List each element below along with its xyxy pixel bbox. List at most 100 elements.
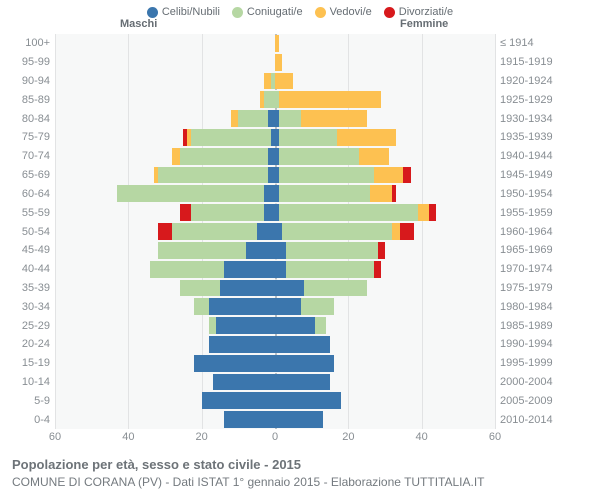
- bar-segment: [275, 411, 323, 428]
- age-label: 0-4: [0, 415, 50, 426]
- age-label: 5-9: [0, 396, 50, 407]
- bar-segment: [403, 167, 410, 184]
- bar-segment: [279, 91, 382, 108]
- male-bar: [180, 280, 275, 297]
- pyramid-row: [55, 317, 495, 334]
- bar-segment: [238, 110, 267, 127]
- bar-segment: [275, 317, 315, 334]
- age-label: 45-49: [0, 245, 50, 256]
- male-bar: [202, 392, 275, 409]
- legend-item: Vedovi/e: [315, 6, 372, 18]
- x-tick: 60: [49, 431, 61, 443]
- bar-segment: [392, 185, 396, 202]
- legend: Celibi/NubiliConiugati/eVedovi/eDivorzia…: [0, 0, 600, 18]
- bar-segment: [268, 167, 275, 184]
- bar-segment: [429, 204, 436, 221]
- birth-label: 1960-1964: [500, 227, 595, 238]
- header-female: Femmine: [400, 18, 448, 30]
- bar-segment: [275, 261, 286, 278]
- bar-segment: [275, 374, 330, 391]
- female-bar: [275, 392, 341, 409]
- age-label: 95-99: [0, 57, 50, 68]
- birth-label: 1975-1979: [500, 283, 595, 294]
- legend-item: Celibi/Nubili: [147, 6, 220, 18]
- bar-segment: [191, 204, 264, 221]
- bar-segment: [286, 261, 374, 278]
- birth-label: 1980-1984: [500, 302, 595, 313]
- pyramid-row: [55, 355, 495, 372]
- birth-label: 1925-1929: [500, 95, 595, 106]
- bar-segment: [275, 54, 282, 71]
- x-tick: 40: [122, 431, 134, 443]
- chart-area: Fasce di età Anni di nascita 100+95-9990…: [0, 34, 600, 429]
- female-bar: [275, 411, 323, 428]
- male-bar: [154, 167, 275, 184]
- age-label: 80-84: [0, 114, 50, 125]
- male-bar: [194, 355, 275, 372]
- chart-title: Popolazione per età, sesso e stato civil…: [12, 456, 485, 474]
- legend-swatch: [384, 7, 395, 18]
- male-bar: [231, 110, 275, 127]
- female-bar: [275, 355, 334, 372]
- age-label: 20-24: [0, 339, 50, 350]
- footer: Popolazione per età, sesso e stato civil…: [12, 456, 485, 490]
- birth-label: 1955-1959: [500, 208, 595, 219]
- female-bar: [275, 298, 334, 315]
- birth-label: ≤ 1914: [500, 38, 595, 49]
- y-axis-left: 100+95-9990-9485-8980-8475-7970-7465-696…: [0, 34, 50, 429]
- bar-segment: [301, 298, 334, 315]
- pyramid-row: [55, 91, 495, 108]
- bar-segment: [191, 129, 272, 146]
- age-label: 60-64: [0, 189, 50, 200]
- female-bar: [275, 185, 396, 202]
- female-bar: [275, 204, 436, 221]
- age-label: 40-44: [0, 264, 50, 275]
- header-male: Maschi: [120, 18, 157, 30]
- bar-segment: [370, 185, 392, 202]
- legend-label: Coniugati/e: [247, 6, 303, 18]
- female-bar: [275, 35, 279, 52]
- bar-segment: [279, 167, 374, 184]
- pyramid-row: [55, 35, 495, 52]
- bar-segment: [172, 223, 256, 240]
- legend-swatch: [315, 7, 326, 18]
- male-bar: [209, 336, 275, 353]
- bar-segment: [275, 223, 282, 240]
- bar-segment: [158, 167, 268, 184]
- birth-label: 1985-1989: [500, 321, 595, 332]
- birth-label: 1915-1919: [500, 57, 595, 68]
- age-label: 70-74: [0, 151, 50, 162]
- male-bar: [260, 91, 275, 108]
- bar-segment: [268, 110, 275, 127]
- bar-segment: [275, 336, 330, 353]
- bar-segment: [231, 110, 238, 127]
- birth-label: 1945-1949: [500, 170, 595, 181]
- female-bar: [275, 242, 385, 259]
- legend-label: Vedovi/e: [330, 6, 372, 18]
- birth-label: 1965-1969: [500, 245, 595, 256]
- age-label: 65-69: [0, 170, 50, 181]
- male-bar: [194, 298, 275, 315]
- bar-segment: [418, 204, 429, 221]
- x-tick: 60: [489, 431, 501, 443]
- pyramid-row: [55, 392, 495, 409]
- age-label: 90-94: [0, 76, 50, 87]
- birth-label: 2010-2014: [500, 415, 595, 426]
- bar-segment: [209, 298, 275, 315]
- bar-segment: [374, 261, 381, 278]
- birth-label: 2005-2009: [500, 396, 595, 407]
- bar-segment: [158, 223, 173, 240]
- bar-segment: [172, 148, 179, 165]
- bar-segment: [224, 261, 275, 278]
- male-bar: [150, 261, 275, 278]
- bar-segment: [180, 204, 191, 221]
- bar-segment: [224, 411, 275, 428]
- plot: [55, 34, 495, 429]
- birth-label: 1995-1999: [500, 358, 595, 369]
- age-label: 55-59: [0, 208, 50, 219]
- female-bar: [275, 54, 282, 71]
- female-bar: [275, 110, 367, 127]
- female-bar: [275, 261, 381, 278]
- pyramid-row: [55, 261, 495, 278]
- bar-segment: [264, 185, 275, 202]
